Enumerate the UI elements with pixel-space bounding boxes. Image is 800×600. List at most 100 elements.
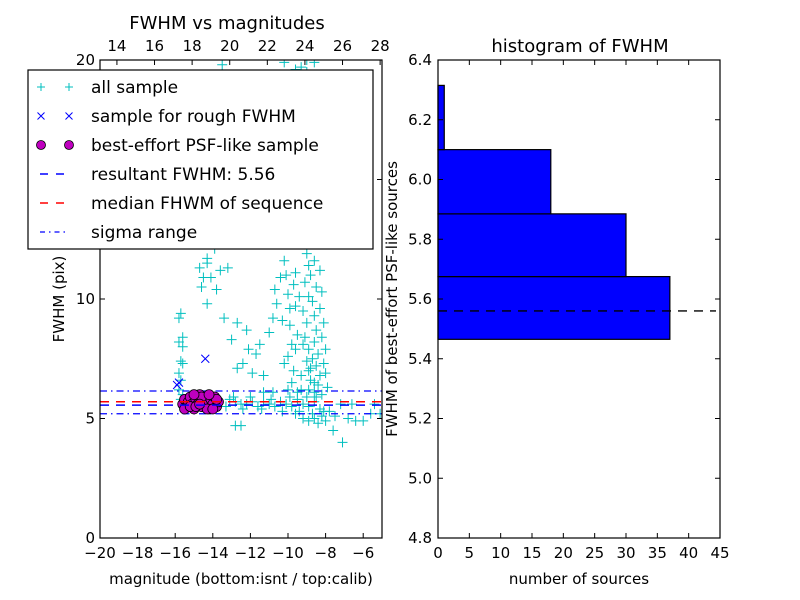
scatter-y-tick-label: 0 xyxy=(85,529,95,547)
all-sample-point xyxy=(245,391,256,402)
all-sample-point xyxy=(369,399,380,410)
scatter-x-tick-label: −14 xyxy=(197,544,229,562)
all-sample-point xyxy=(288,279,299,290)
scatter-y-axis-label: FWHM (pix) xyxy=(50,256,68,343)
all-sample-point xyxy=(196,282,207,293)
legend-x-marker-icon xyxy=(37,112,45,120)
all-sample-point xyxy=(298,399,309,410)
all-sample-point xyxy=(358,415,369,426)
scatter-y-tick-label: 5 xyxy=(85,410,95,428)
scatter-x-tick-label: −18 xyxy=(122,544,154,562)
all-sample-point xyxy=(283,289,293,300)
legend-entry: resultant FWHM: 5.56 xyxy=(40,165,275,185)
all-sample-point xyxy=(314,265,325,276)
legend-entry: median FHWM of sequence xyxy=(40,194,323,214)
all-sample-point xyxy=(286,377,297,388)
all-sample-point xyxy=(258,387,269,398)
all-sample-point xyxy=(277,406,288,417)
scatter-x-tick-label: −16 xyxy=(159,544,191,562)
scatter-top-x-tick-label: 18 xyxy=(183,37,202,55)
all-sample-point xyxy=(296,384,307,395)
all-sample-point xyxy=(236,420,246,431)
scatter-x-axis-label: magnitude (bottom:isnt / top:calib) xyxy=(109,570,373,588)
all-sample-point xyxy=(318,358,329,369)
all-sample-point xyxy=(215,265,226,276)
all-sample-point xyxy=(243,344,254,355)
all-sample-point xyxy=(264,327,275,338)
all-sample-point xyxy=(311,282,322,293)
histogram-bar xyxy=(437,84,445,151)
all-sample-point xyxy=(301,248,312,259)
scatter-y-tick-label: 10 xyxy=(76,290,95,308)
all-sample-point xyxy=(220,401,231,412)
scatter-title: FWHM vs magnitudes xyxy=(129,13,324,34)
scatter-x-tick-label: −8 xyxy=(315,544,337,562)
all-sample-point xyxy=(305,270,316,281)
all-sample-point xyxy=(267,313,278,324)
all-sample-point xyxy=(296,370,307,381)
all-sample-point xyxy=(292,329,303,340)
all-sample-point xyxy=(266,394,277,405)
all-sample-point xyxy=(283,384,293,395)
all-sample-point xyxy=(194,262,205,273)
histogram-y-tick-label: 5.8 xyxy=(408,230,432,248)
all-sample-point xyxy=(232,363,243,374)
histogram-y-tick-label: 5.6 xyxy=(408,290,432,308)
scatter-top-x-tick-label: 24 xyxy=(295,37,314,55)
all-sample-point xyxy=(177,358,188,369)
legend-entry: sample for rough FWHM xyxy=(37,107,296,127)
scatter-top-x-tick-label: 26 xyxy=(333,37,352,55)
all-sample-point xyxy=(307,353,318,364)
psf-like-sample-point xyxy=(194,398,206,410)
all-sample-point xyxy=(309,310,320,321)
all-sample-point xyxy=(202,298,213,309)
all-sample-point xyxy=(267,387,278,398)
all-sample-point xyxy=(175,356,186,367)
all-sample-point xyxy=(303,415,314,426)
all-sample-point xyxy=(254,339,265,350)
all-sample-point xyxy=(320,368,331,379)
histogram-x-tick-label: 10 xyxy=(491,544,510,562)
all-sample-point xyxy=(284,303,295,314)
all-sample-point xyxy=(311,325,322,336)
legend-frame xyxy=(27,69,374,250)
all-sample-point xyxy=(328,425,339,436)
legend-plus-marker-icon xyxy=(37,83,45,91)
all-sample-point xyxy=(309,387,320,398)
psf-like-sample-point xyxy=(188,389,200,401)
all-sample-point xyxy=(284,320,295,331)
histogram-y-tick-label: 6.0 xyxy=(408,171,432,189)
all-sample-point xyxy=(316,389,327,400)
legend-plus-marker-icon xyxy=(65,83,73,91)
histogram-panel: histogram of FWHM 0 5 10 15 20 25 30 35 40 45 4.8… xyxy=(383,36,730,588)
all-sample-point xyxy=(173,313,184,324)
all-sample-point xyxy=(211,284,222,295)
scatter-top-x-tick-label: 22 xyxy=(258,37,277,55)
all-sample-point xyxy=(335,399,346,410)
all-sample-point xyxy=(298,305,309,316)
histogram-bar xyxy=(437,213,627,278)
all-sample-point xyxy=(309,337,320,348)
rough-fwhm-sample-point xyxy=(172,380,182,390)
histogram-x-tick-label: 25 xyxy=(585,544,604,562)
scatter-x-tick-label: −12 xyxy=(235,544,267,562)
all-sample-point xyxy=(343,413,354,424)
all-sample-point xyxy=(237,403,248,414)
all-sample-point xyxy=(311,391,322,402)
all-sample-point xyxy=(290,301,301,312)
all-sample-point xyxy=(269,401,280,412)
all-sample-point xyxy=(281,399,292,410)
all-sample-point xyxy=(299,277,310,288)
all-sample-point xyxy=(247,368,258,379)
all-sample-point xyxy=(314,370,325,381)
all-sample-point xyxy=(286,339,297,350)
histogram-x-axis-label: number of sources xyxy=(509,570,649,588)
all-sample-point xyxy=(303,344,314,355)
histogram-y-tick-label: 4.8 xyxy=(408,529,432,547)
scatter-top-x-tick-label: 16 xyxy=(145,37,164,55)
all-sample-point xyxy=(281,270,292,281)
all-sample-point xyxy=(228,391,239,402)
scatter-top-x-tick-label: 20 xyxy=(220,37,239,55)
all-sample-point xyxy=(290,267,301,278)
